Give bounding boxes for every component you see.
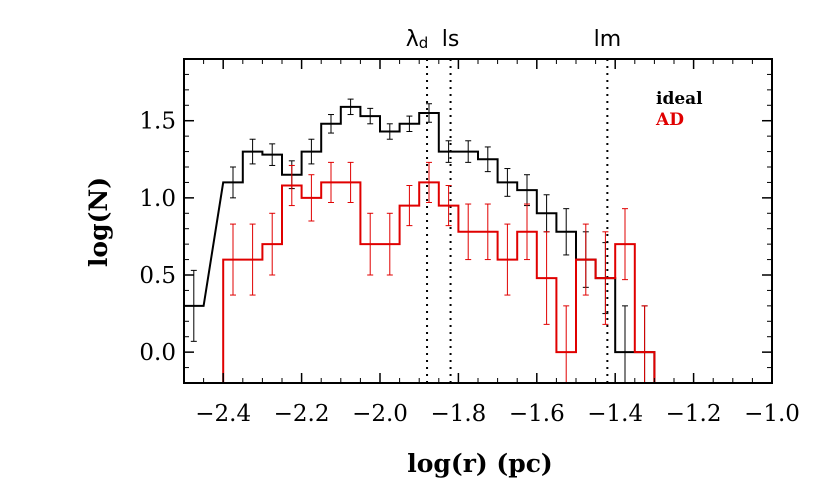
vertical-line-label: ls	[442, 27, 460, 52]
x-tick-label: −1.0	[744, 401, 800, 427]
x-tick-label: −2.0	[352, 401, 408, 427]
y-tick-label: 1.5	[139, 109, 176, 135]
y-tick-label: 1.0	[139, 186, 176, 212]
series-ideal	[184, 98, 656, 383]
x-axis-title: log(r) (pc)	[407, 449, 553, 478]
x-tick-label: −2.4	[195, 401, 251, 427]
y-tick-label: 0.0	[139, 340, 176, 366]
y-axis-title: log(N)	[84, 177, 113, 267]
x-tick-label: −1.8	[430, 401, 486, 427]
x-tick-label: −1.4	[587, 401, 643, 427]
legend-entry-AD: AD	[655, 110, 684, 130]
series-AD	[222, 161, 656, 383]
y-tick-label: 0.5	[139, 263, 176, 289]
legend-entry-ideal: ideal	[656, 89, 703, 109]
vertical-line-label: lm	[594, 27, 622, 52]
x-tick-label: −2.2	[274, 401, 330, 427]
x-tick-label: −1.6	[509, 401, 565, 427]
x-tick-label: −1.2	[666, 401, 722, 427]
histogram-step-ideal	[184, 105, 656, 383]
histogram-step-AD	[222, 181, 656, 383]
vertical-line-label: λd	[406, 27, 429, 52]
